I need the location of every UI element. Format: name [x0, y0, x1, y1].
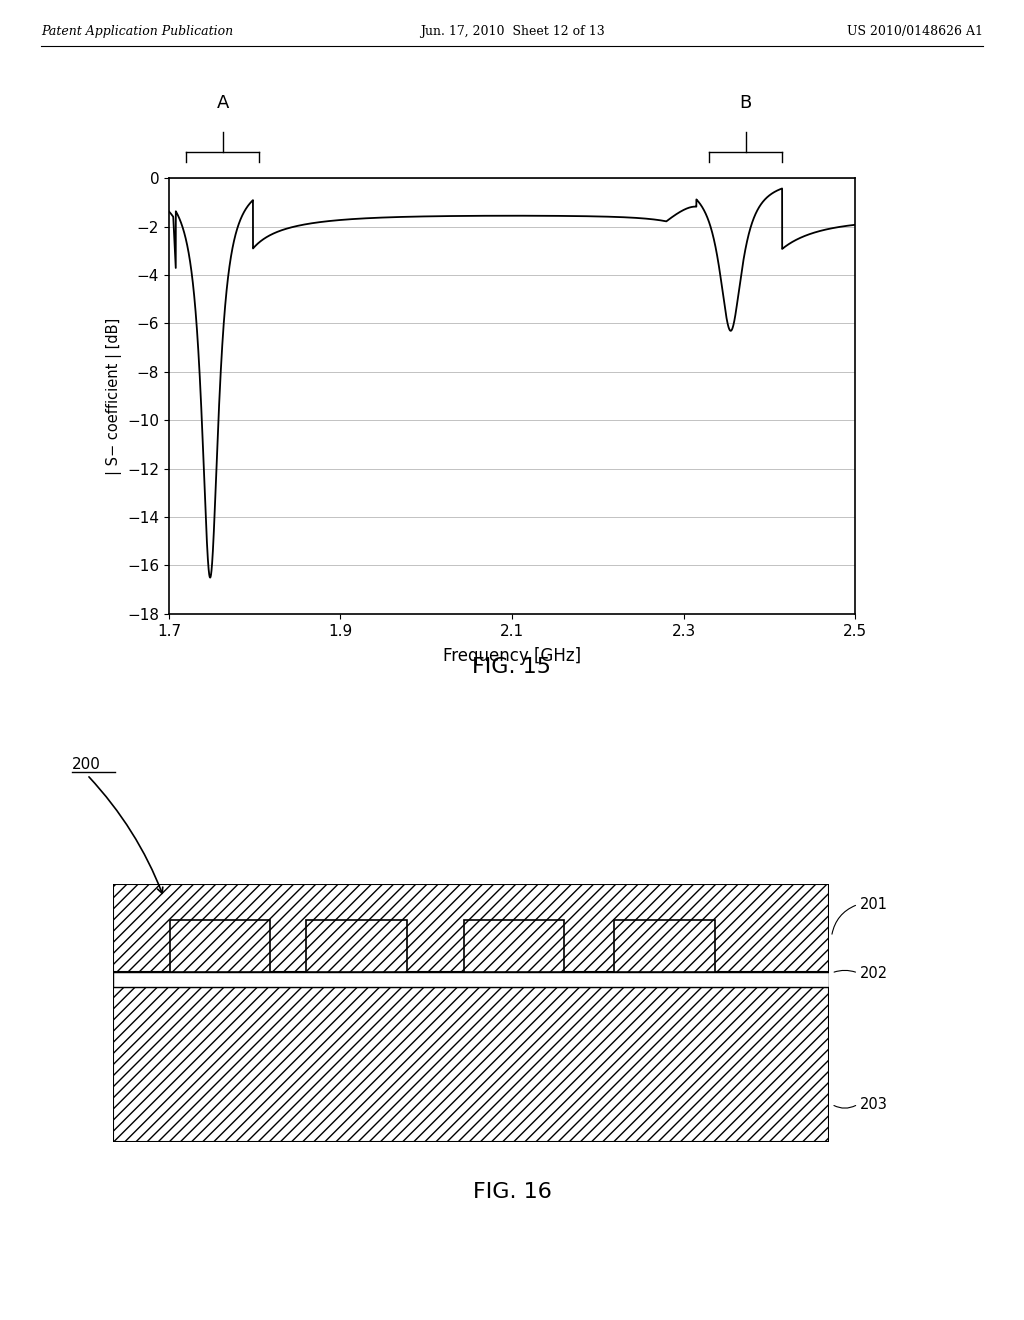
Text: FIG. 16: FIG. 16 — [472, 1181, 552, 1203]
Text: US 2010/0148626 A1: US 2010/0148626 A1 — [847, 25, 983, 38]
Bar — [113, 987, 829, 1142]
Text: Patent Application Publication: Patent Application Publication — [41, 25, 233, 38]
X-axis label: Frequency [GHz]: Frequency [GHz] — [443, 647, 581, 665]
Text: Jun. 17, 2010  Sheet 12 of 13: Jun. 17, 2010 Sheet 12 of 13 — [420, 25, 604, 38]
Bar — [113, 884, 829, 972]
Bar — [464, 920, 564, 972]
Text: 202: 202 — [860, 965, 888, 981]
Text: B: B — [739, 94, 752, 112]
Bar — [614, 920, 715, 972]
Text: FIG. 15: FIG. 15 — [472, 656, 552, 677]
Y-axis label: | S− coefficient | [dB]: | S− coefficient | [dB] — [105, 317, 122, 475]
Text: 203: 203 — [860, 1097, 888, 1111]
Bar — [306, 920, 407, 972]
Text: 200: 200 — [72, 758, 100, 772]
Text: 201: 201 — [860, 896, 888, 912]
Bar — [170, 920, 270, 972]
Text: A: A — [216, 94, 228, 112]
Bar — [113, 972, 829, 987]
